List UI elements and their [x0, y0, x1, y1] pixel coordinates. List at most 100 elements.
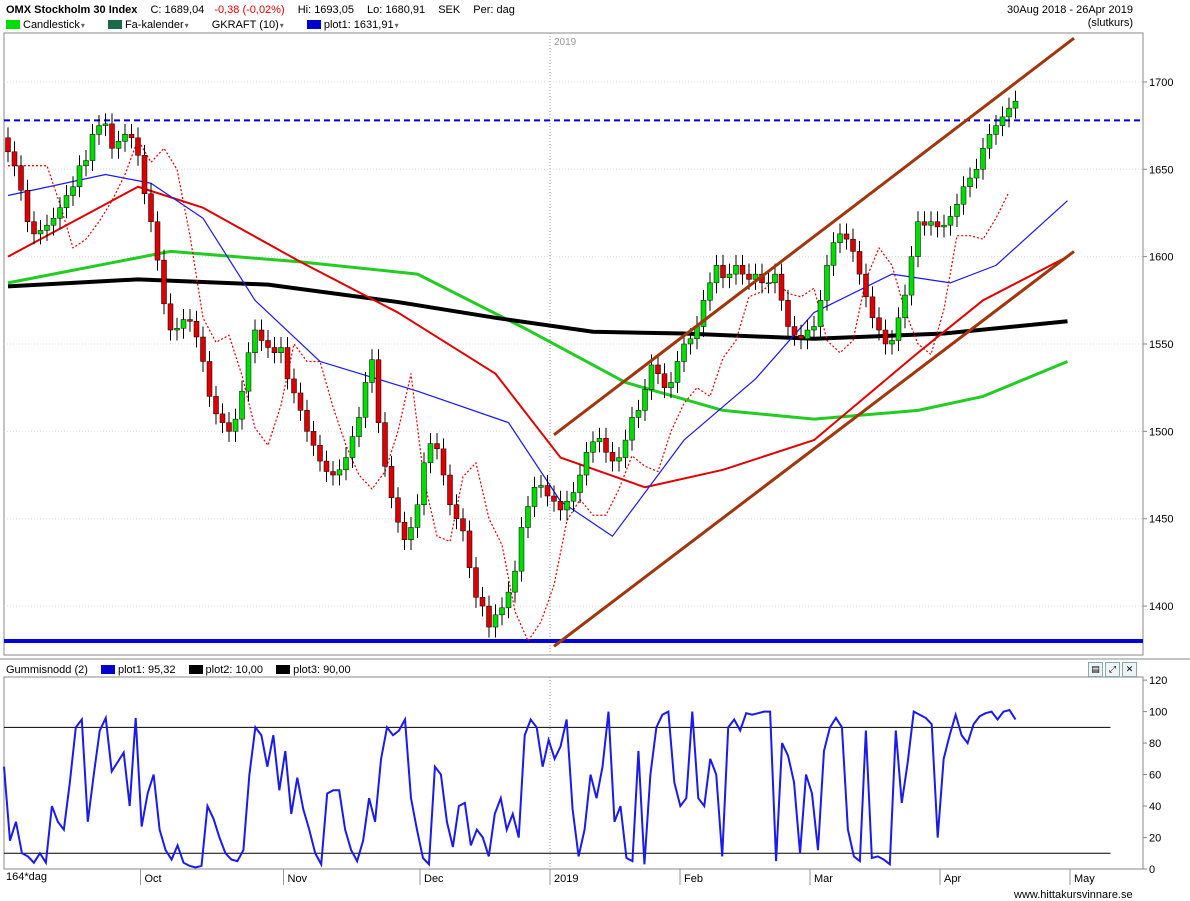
- legend-fa-kalender[interactable]: Fa-kalender▾: [107, 19, 199, 31]
- candle-down: [655, 364, 661, 374]
- candle-up: [427, 443, 434, 464]
- candle-down: [544, 485, 551, 497]
- candle-up: [642, 389, 648, 411]
- candle-up: [889, 340, 895, 345]
- legend-gkraft[interactable]: GKRAFT (10)▾: [211, 19, 284, 31]
- candle-up: [635, 410, 642, 418]
- price-tick-label: 1700: [1149, 77, 1173, 89]
- candle-up: [362, 382, 369, 418]
- candle-up: [681, 343, 687, 362]
- period-label: Per: dag: [473, 4, 515, 16]
- price-tick-label: 1450: [1149, 514, 1173, 526]
- axis-layer: 1400 1450 1500 1550 1600 1650 1700 0 20 40 60 80 100…: [140, 37, 1173, 885]
- high-value: Hi: 1693,05: [297, 4, 354, 16]
- date-range-box: 30Aug 2018 - 26Apr 2019 (slutkurs): [1007, 4, 1133, 30]
- candle-up: [44, 224, 50, 231]
- legend-plot1[interactable]: plot1: 1631,91▾: [306, 19, 409, 31]
- candle-up: [902, 294, 908, 319]
- candle-up: [804, 329, 811, 340]
- candle-up: [960, 186, 967, 205]
- dropdown-icon: ▾: [394, 21, 399, 30]
- candle-down: [219, 413, 226, 423]
- candle-up: [713, 265, 720, 284]
- candle-down: [843, 233, 850, 240]
- dropdown-icon: ▾: [80, 21, 85, 30]
- candle-up: [115, 141, 122, 149]
- candle-up: [356, 417, 362, 437]
- candle-up: [63, 195, 70, 208]
- osc-plot3-swatch: [276, 665, 291, 674]
- candle-down: [109, 123, 115, 149]
- candle-down: [557, 500, 564, 511]
- candle-up: [278, 347, 284, 353]
- candle-up: [895, 317, 902, 341]
- candle-down: [869, 296, 876, 319]
- candle-up: [967, 177, 973, 188]
- candle-up: [908, 256, 915, 296]
- candle-down: [18, 165, 24, 191]
- osc-tick-label: 40: [1149, 801, 1161, 813]
- candle-up: [830, 242, 837, 266]
- candle-down: [291, 378, 297, 394]
- candle-up: [499, 607, 505, 616]
- candle-down: [453, 504, 460, 519]
- candle-up: [232, 418, 239, 432]
- candle-up: [349, 436, 356, 458]
- watermark: www.hittakursvinnare.se: [1014, 889, 1133, 901]
- price-type: (slutkurs): [1087, 17, 1133, 29]
- resize-icon[interactable]: ⤢: [1105, 662, 1120, 677]
- candle-up: [700, 300, 707, 327]
- candle-down: [791, 326, 798, 336]
- copy-icon[interactable]: ▤: [1088, 662, 1103, 677]
- candle-up: [629, 417, 635, 441]
- candle-down: [603, 438, 609, 453]
- candle-up: [947, 216, 954, 226]
- candle-down: [161, 259, 167, 305]
- candle-down: [479, 597, 486, 607]
- candle-down: [206, 361, 213, 397]
- low-value: Lo: 1680,91: [367, 4, 426, 16]
- candle-down: [330, 471, 336, 476]
- candle-down: [798, 335, 804, 340]
- candle-down: [921, 221, 928, 226]
- candle-down: [297, 392, 304, 411]
- osc-legend-plot2[interactable]: plot2: 10,00: [188, 664, 263, 676]
- candle-up: [421, 462, 427, 505]
- osc-legend-plot1[interactable]: plot1: 95,32: [100, 664, 175, 676]
- candle-down: [551, 495, 557, 502]
- candle-up: [414, 504, 421, 528]
- price-panel: [3, 32, 1144, 656]
- candle-down: [440, 448, 447, 476]
- osc-legend-plot3[interactable]: plot3: 90,00: [276, 664, 351, 676]
- candle-down: [193, 321, 200, 338]
- candle-down: [739, 265, 746, 275]
- candle-down: [265, 340, 271, 348]
- candle-up: [50, 217, 57, 226]
- close-icon[interactable]: ✕: [1122, 662, 1137, 677]
- legend-candlestick[interactable]: Candlestick▾: [6, 19, 95, 31]
- candle-up: [570, 492, 577, 502]
- candle-down: [11, 151, 18, 167]
- candle-up: [707, 282, 713, 301]
- candle-down: [395, 497, 401, 523]
- osc-plot1-swatch: [100, 665, 115, 674]
- candle-down: [323, 460, 330, 472]
- candle-down: [128, 134, 135, 139]
- candle-down: [258, 329, 265, 341]
- candle-up: [980, 148, 986, 170]
- ma-red-line: [7, 185, 1068, 489]
- channel-upper-line: [553, 37, 1075, 437]
- year-label: 2019: [554, 37, 577, 48]
- oscillator-panel: [3, 676, 1144, 870]
- month-label: Dec: [424, 873, 444, 885]
- price-tick-label: 1650: [1149, 164, 1173, 176]
- candle-up: [102, 123, 109, 126]
- candle-up: [915, 221, 921, 257]
- candle-down: [148, 193, 154, 222]
- candle-down: [284, 347, 291, 380]
- candle-up: [564, 500, 570, 511]
- candlestick-swatch: [6, 20, 20, 29]
- candle-down: [310, 431, 317, 446]
- candle-up: [596, 438, 603, 443]
- candle-up: [837, 233, 843, 243]
